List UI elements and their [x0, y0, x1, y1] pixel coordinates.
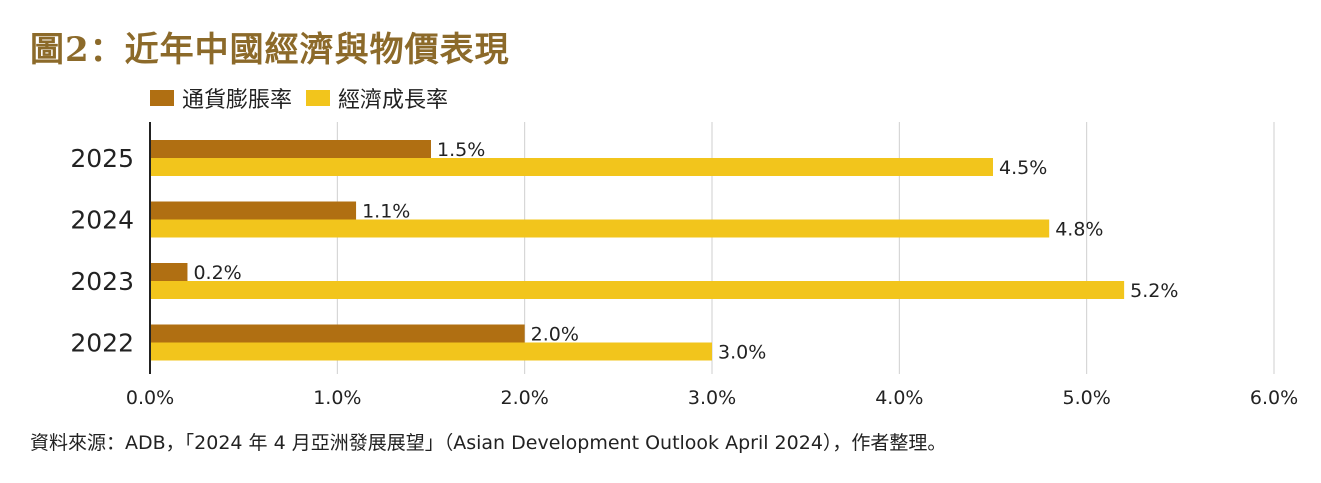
bar-growth	[150, 281, 1125, 299]
x-tick-label: 2.0%	[501, 387, 549, 409]
data-label: 1.5%	[437, 139, 485, 161]
bar-inflation	[150, 140, 431, 158]
legend: 通貨膨脹率 經濟成長率	[150, 82, 448, 114]
legend-label-growth: 經濟成長率	[338, 88, 449, 113]
y-tick-label: 2024	[70, 206, 134, 235]
data-label: 3.0%	[718, 342, 766, 364]
x-tick-label: 6.0%	[1250, 387, 1298, 409]
legend-swatch-inflation	[150, 90, 174, 106]
y-tick-label: 2025	[70, 144, 134, 173]
x-tick-label: 1.0%	[313, 387, 361, 409]
data-label: 5.2%	[1130, 280, 1178, 302]
y-tick-label: 2022	[70, 329, 134, 358]
x-tick-label: 4.0%	[875, 387, 923, 409]
y-tick-label: 2023	[70, 267, 134, 296]
source-note: 資料來源：ADB，「2024 年 4 月亞洲發展展望」（Asian Develo…	[30, 432, 947, 454]
bar-inflation	[150, 201, 357, 220]
x-tick-label: 3.0%	[688, 387, 736, 409]
bar-growth	[150, 158, 993, 176]
bar-inflation	[150, 263, 188, 281]
data-label: 4.8%	[1055, 219, 1103, 241]
data-label: 2.0%	[531, 324, 579, 346]
data-label: 1.1%	[362, 201, 410, 223]
bar-inflation	[150, 324, 525, 343]
legend-label-inflation: 通貨膨脹率	[182, 88, 293, 113]
bar-growth	[150, 219, 1050, 238]
legend-item-inflation: 通貨膨脹率	[150, 82, 292, 114]
x-tick-label: 5.0%	[1063, 387, 1111, 409]
data-label: 0.2%	[193, 262, 241, 284]
bar-growth	[150, 342, 712, 361]
data-label: 4.5%	[999, 157, 1047, 179]
chart-title: 圖2：近年中國經濟與物價表現	[30, 30, 510, 70]
x-tick-label: 0.0%	[126, 387, 174, 409]
legend-item-growth: 經濟成長率	[306, 82, 448, 114]
legend-swatch-growth	[306, 90, 331, 106]
